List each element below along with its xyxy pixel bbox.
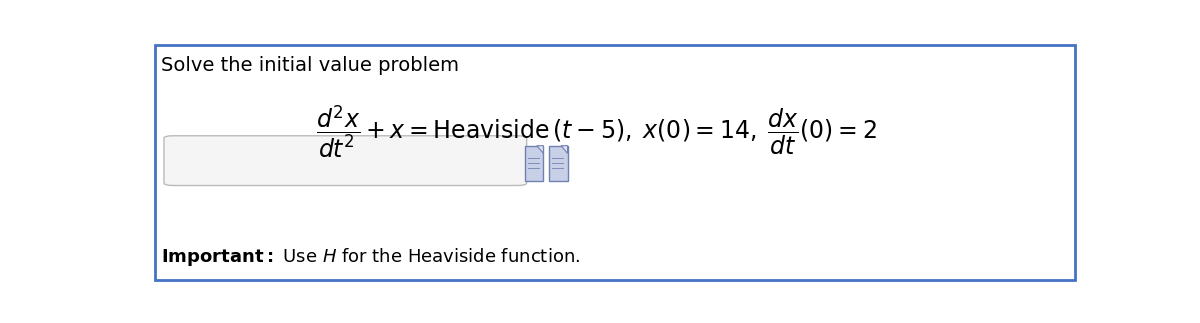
FancyBboxPatch shape [155, 45, 1075, 280]
FancyBboxPatch shape [164, 136, 527, 185]
FancyBboxPatch shape [524, 146, 544, 181]
Polygon shape [562, 146, 568, 153]
Text: Solve the initial value problem: Solve the initial value problem [161, 56, 460, 75]
FancyBboxPatch shape [548, 146, 568, 181]
Text: $\dfrac{d^2x}{dt^2} + x = \mathrm{Heaviside}\,(t-5),\;x(0) = 14,\; \dfrac{dx}{dt: $\dfrac{d^2x}{dt^2} + x = \mathrm{Heavis… [316, 103, 877, 161]
Polygon shape [536, 146, 544, 153]
Text: $\mathbf{Important:}$ Use $\mathit{H}$ for the Heaviside function.: $\mathbf{Important:}$ Use $\mathit{H}$ f… [161, 245, 581, 267]
